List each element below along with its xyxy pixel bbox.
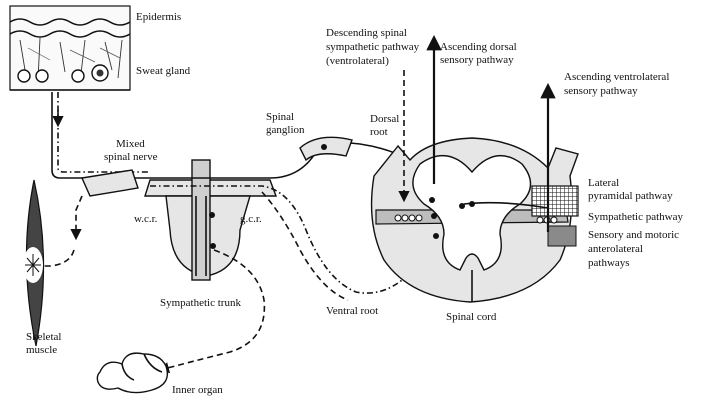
label-asc-ventro-1: Ascending ventrolateral	[564, 71, 669, 83]
sympathetic-trunk	[165, 159, 251, 281]
label-gcr: g.c.r.	[240, 213, 262, 225]
label-dorsal-root-1: Dorsal	[370, 113, 399, 125]
label-lateral-pyr-1: Lateral	[588, 177, 619, 189]
label-spinal-cord: Spinal cord	[446, 311, 497, 323]
label-spinal-ganglion-1: Spinal	[266, 111, 294, 123]
label-sympathetic-trunk: Sympathetic trunk	[160, 297, 241, 309]
skin-block	[9, 5, 131, 91]
label-asc-ventro-2: sensory pathway	[564, 85, 638, 97]
label-sympathetic-pathway: Sympathetic pathway	[588, 211, 684, 223]
label-wcr: w.c.r.	[134, 213, 158, 225]
spinal-ganglion	[299, 136, 353, 162]
label-sensory-3: pathways	[588, 257, 630, 269]
label-sensory-1: Sensory and motoric	[588, 229, 679, 241]
label-ventral-root: Ventral root	[326, 305, 378, 317]
label-descending-1: Descending spinal	[326, 27, 407, 39]
sweat-gland-icon	[17, 64, 109, 83]
label-asc-dorsal-1: Ascending dorsal	[440, 41, 517, 53]
label-sweat-gland: Sweat gland	[136, 65, 191, 77]
label-spinal-ganglion-2: ganglion	[266, 124, 305, 136]
label-sensory-2: anterolateral	[588, 243, 643, 255]
label-descending-2: sympathetic pathway	[326, 41, 420, 53]
mixed-spinal-nerve	[80, 169, 278, 197]
label-lateral-pyr-2: pyramidal pathway	[588, 190, 673, 202]
label-mixed-2: spinal nerve	[104, 151, 158, 163]
label-inner-organ: Inner organ	[172, 384, 223, 396]
label-mixed-1: Mixed	[116, 138, 145, 150]
label-descending-3: (ventrolateral)	[326, 55, 389, 67]
label-epidermis: Epidermis	[136, 11, 181, 23]
skeletal-muscle-icon	[23, 179, 45, 347]
label-asc-dorsal-2: sensory pathway	[440, 54, 514, 66]
label-skeletal-1: Skeletal	[26, 331, 61, 343]
label-dorsal-root-2: root	[370, 126, 388, 138]
label-skeletal-2: muscle	[26, 344, 57, 356]
inner-organ-icon	[96, 352, 169, 394]
spinal-cord	[370, 137, 579, 303]
